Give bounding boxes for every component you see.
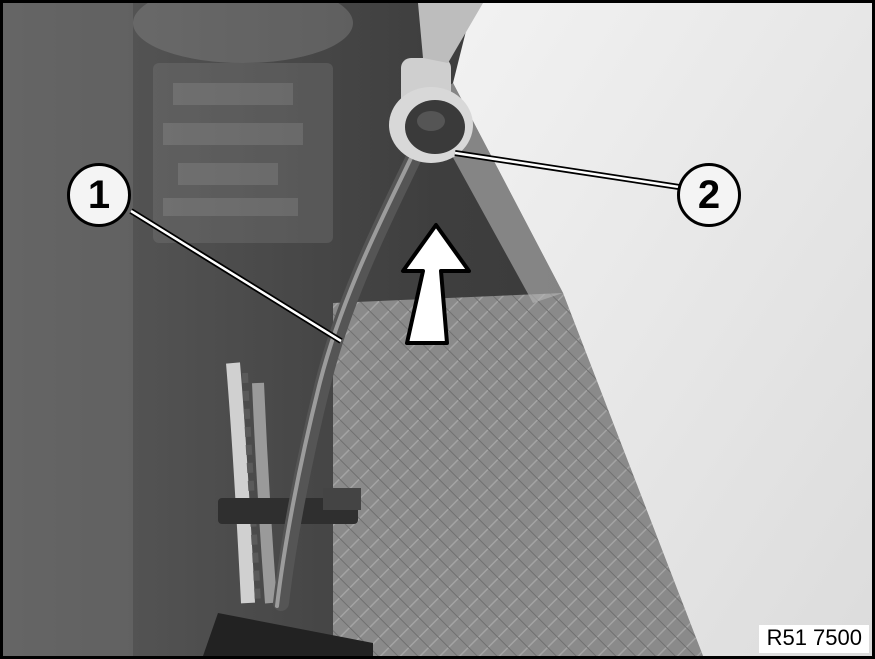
push-arrow-icon [401, 223, 471, 345]
callout-2: 2 [677, 163, 741, 227]
photo-scene [3, 3, 872, 656]
textured-trim-panel [333, 293, 703, 656]
figure-code: R51 7500 [758, 625, 869, 653]
left-edge-highlight [3, 3, 133, 656]
callout-1: 1 [67, 163, 131, 227]
leader-line-2 [454, 151, 680, 189]
cable [273, 130, 431, 611]
callout-1-number: 1 [87, 172, 111, 217]
leader-line-1 [130, 209, 342, 343]
upper-bracket [418, 3, 483, 63]
blurred-sticker [153, 63, 333, 243]
cable-highlight [275, 139, 421, 608]
top-blur-shape [133, 3, 353, 63]
grommet [389, 58, 473, 163]
callout-2-number: 2 [697, 172, 721, 217]
